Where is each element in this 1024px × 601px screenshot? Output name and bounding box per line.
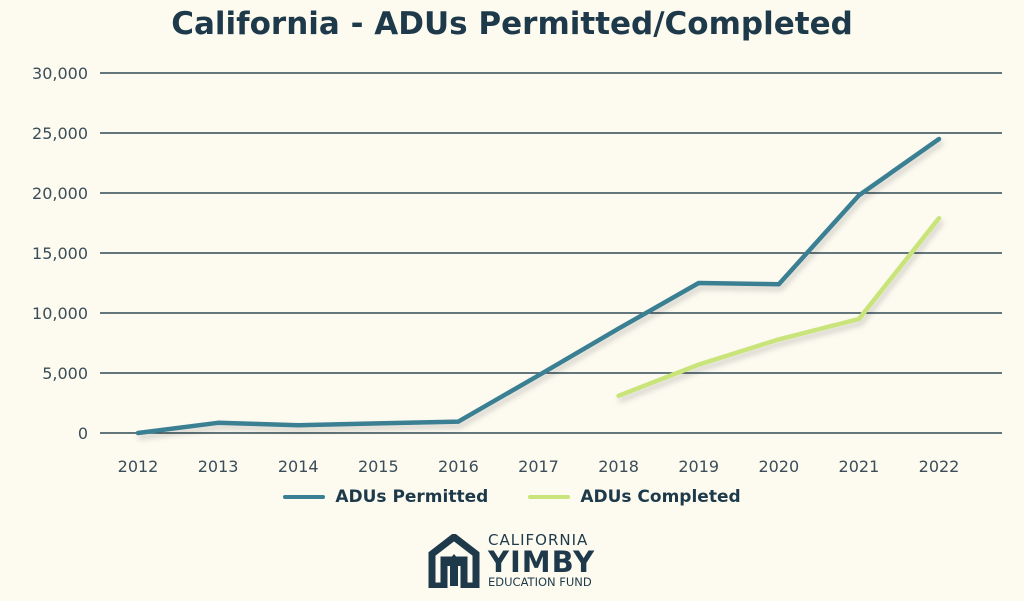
legend: ADUs Permitted ADUs Completed [0,487,1024,507]
yimby-logo: CALIFORNIA YIMBY EDUCATION FUND [428,533,595,589]
y-tick-label: 10,000 [32,304,88,323]
logo-line3: EDUCATION FUND [488,575,592,589]
x-tick-label: 2021 [839,457,880,476]
series-line-completed [616,215,942,399]
x-tick-label: 2017 [518,457,559,476]
legend-label: ADUs Completed [580,487,741,507]
x-tick-label: 2018 [598,457,639,476]
x-tick-label: 2020 [758,457,799,476]
series-line-permitted [135,136,942,436]
y-tick-label: 30,000 [32,64,88,83]
legend-label: ADUs Permitted [335,487,489,507]
y-tick-label: 15,000 [32,244,88,263]
y-tick-label: 25,000 [32,124,88,143]
line-chart: 0 5,000 10,000 15,000 20,000 25,000 30,000 2012… [32,64,1002,476]
y-tick-label: 20,000 [32,184,88,203]
chart-title: California - ADUs Permitted/Completed [171,6,853,42]
y-tick-label: 5,000 [42,364,88,383]
y-tick-label: 0 [78,424,88,443]
legend-swatch [528,495,571,499]
x-tick-label: 2019 [678,457,719,476]
x-tick-label: 2014 [278,457,319,476]
legend-swatch [283,495,326,499]
legend-item-permitted: ADUs Permitted [283,487,488,507]
legend-item-completed: ADUs Completed [528,487,741,507]
x-tick-label: 2016 [438,457,479,476]
logo-line1: CALIFORNIA [488,531,589,549]
logo-line2: YIMBY [488,545,596,579]
x-tick-label: 2013 [198,457,239,476]
x-tick-label: 2012 [118,457,159,476]
x-tick-label: 2022 [919,457,960,476]
house-arrow-icon [428,533,480,588]
x-tick-label: 2015 [358,457,399,476]
